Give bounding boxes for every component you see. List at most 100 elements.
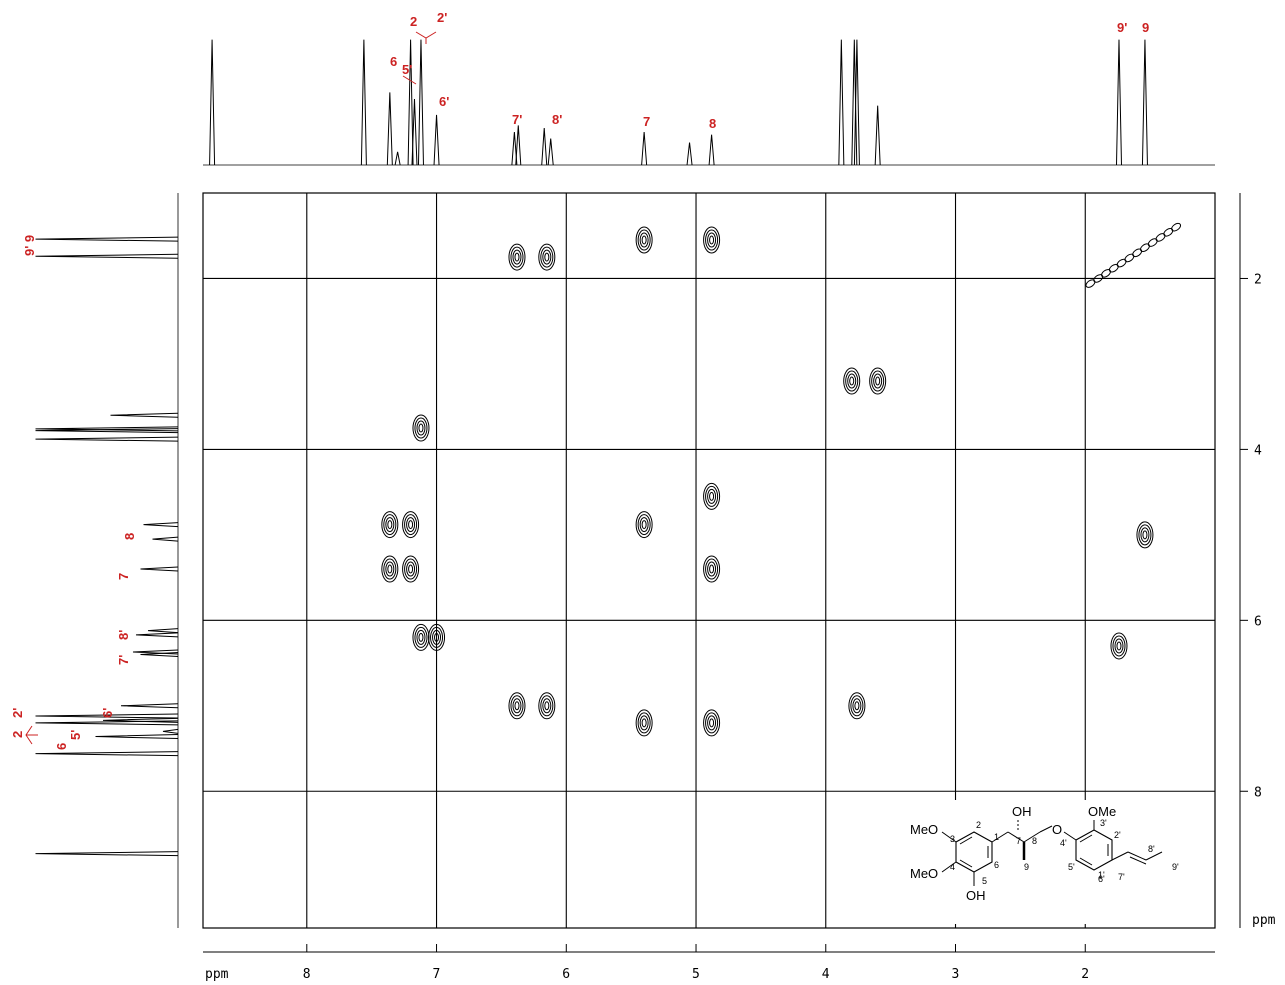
left-peak xyxy=(147,628,179,634)
cross-peak xyxy=(635,709,653,737)
cross-peak xyxy=(1136,521,1154,549)
top-label: 2 xyxy=(410,14,417,29)
molecule-atom-number: 7 xyxy=(1016,836,1021,846)
x-tick-label: 6 xyxy=(562,967,570,982)
x-tick-label: 7 xyxy=(433,967,441,982)
left-peak-labels: 9' 9 8 7 8' 7' 6' 2 2' 6 5' xyxy=(10,235,137,750)
left-label: 6' xyxy=(100,708,115,718)
left-peak xyxy=(95,734,179,740)
molecule-atom-number: 4 xyxy=(950,862,955,872)
left-label: 7 xyxy=(116,573,131,580)
y-tick-label: 8 xyxy=(1254,785,1262,800)
cross-peak xyxy=(635,511,653,539)
molecule-atom-number: 3 xyxy=(950,834,955,844)
molecule-atom-number: 4' xyxy=(1060,838,1067,848)
top-peak xyxy=(411,98,418,166)
molecule-meo-top: MeO xyxy=(910,822,938,837)
molecule-atom-number: 6 xyxy=(994,860,999,870)
left-peak xyxy=(102,717,179,723)
cross-peak xyxy=(843,367,861,395)
top-label: 2' xyxy=(437,10,447,25)
left-label: 5' xyxy=(68,730,83,740)
left-proton-spectrum: 9' 9 8 7 8' 7' 6' 2 2' 6 5' xyxy=(10,193,179,928)
left-label: 2 xyxy=(10,731,25,738)
y-axis: ppm 2 4 6 8 xyxy=(1239,193,1276,928)
cross-peak xyxy=(508,243,526,271)
left-label: 8' xyxy=(116,630,131,640)
x-tick-label: 4 xyxy=(822,967,830,982)
left-bracket-2-2prime xyxy=(25,725,38,745)
cross-peak xyxy=(703,482,721,510)
cross-peak xyxy=(703,555,721,583)
top-peak xyxy=(515,125,522,166)
top-peak xyxy=(853,39,860,166)
molecule-background xyxy=(905,800,1205,924)
cross-peak xyxy=(508,692,526,720)
left-peak xyxy=(140,566,179,572)
molecule-atom-number: 8 xyxy=(1032,836,1037,846)
hsqc-2d-plot xyxy=(202,192,1216,929)
top-label: 8' xyxy=(552,112,562,127)
molecule-atom-numbers: 2 3 1 4 56 7 8 9 3' 4' 2' 1' 5' 6' 7' 8' 9' xyxy=(950,818,1179,886)
molecule-meo-bottom: MeO xyxy=(910,866,938,881)
molecule-oh-bottom: OH xyxy=(966,888,986,903)
left-peak xyxy=(35,851,179,857)
cross-peak xyxy=(703,709,721,737)
top-peak xyxy=(360,39,367,166)
molecule-atom-number: 7' xyxy=(1118,872,1125,882)
top-peak xyxy=(386,92,393,166)
cross-peak xyxy=(428,623,446,651)
top-peak xyxy=(1115,39,1122,166)
cross-peak xyxy=(848,692,866,720)
left-peak xyxy=(152,536,179,542)
top-peak xyxy=(838,39,845,166)
diagonal-contours xyxy=(1085,222,1182,288)
left-peak xyxy=(120,703,179,709)
top-label: 9' xyxy=(1117,20,1127,35)
x-tick-label: 5 xyxy=(692,967,700,982)
molecule-atom-number: 2 xyxy=(976,820,981,830)
molecule-ome-right: OMe xyxy=(1088,804,1116,819)
x-tick-label: 3 xyxy=(952,967,960,982)
left-peak xyxy=(35,428,179,434)
x-axis: ppm 8 7 6 5 4 3 2 xyxy=(203,944,1215,982)
plot-frame xyxy=(202,192,1216,929)
molecule-atom-number: 3' xyxy=(1100,818,1107,828)
top-label: 9 xyxy=(1142,20,1149,35)
y-axis-unit: ppm xyxy=(1252,913,1276,928)
left-peak xyxy=(143,522,179,528)
top-peak xyxy=(209,39,216,166)
y-tick-label: 2 xyxy=(1254,272,1262,287)
left-peak xyxy=(110,412,179,418)
x-tick-label: 8 xyxy=(303,967,311,982)
cross-peak xyxy=(538,692,556,720)
cross-peak xyxy=(412,414,430,442)
top-peak xyxy=(708,134,715,166)
left-peak xyxy=(35,751,179,757)
left-spectrum-peaks xyxy=(35,236,179,857)
molecule-ether-o: O xyxy=(1052,822,1062,837)
top-peak xyxy=(394,151,401,166)
molecule-atom-number: 1' xyxy=(1098,870,1105,880)
cross-peak xyxy=(381,511,399,539)
left-label: 9' 9 xyxy=(22,235,37,256)
top-peak xyxy=(547,138,554,166)
top-peak xyxy=(417,39,424,166)
cross-peak xyxy=(538,243,556,271)
molecule-atom-number: 9' xyxy=(1172,862,1179,872)
molecule-structure: OH OMe MeO MeO OH O 2 3 1 4 56 7 8 9 3' 4' 2' 1' 5' 6… xyxy=(905,800,1205,924)
left-label: 2' xyxy=(10,708,25,718)
cross-peak-contours xyxy=(381,222,1182,737)
top-peak xyxy=(541,128,548,166)
molecule-atom-number: 8' xyxy=(1148,844,1155,854)
top-peak xyxy=(686,142,693,166)
cross-peak xyxy=(869,367,887,395)
top-proton-spectrum: 2 2' 6 5' 6' 7' 8' 7 8 9' 9 xyxy=(203,10,1215,166)
top-label: 5' xyxy=(402,62,412,77)
top-peak xyxy=(874,105,881,166)
molecule-atom-number: 5' xyxy=(1068,862,1075,872)
y-tick-label: 6 xyxy=(1254,614,1262,629)
cross-peak xyxy=(635,226,653,254)
top-label: 7' xyxy=(512,112,522,127)
